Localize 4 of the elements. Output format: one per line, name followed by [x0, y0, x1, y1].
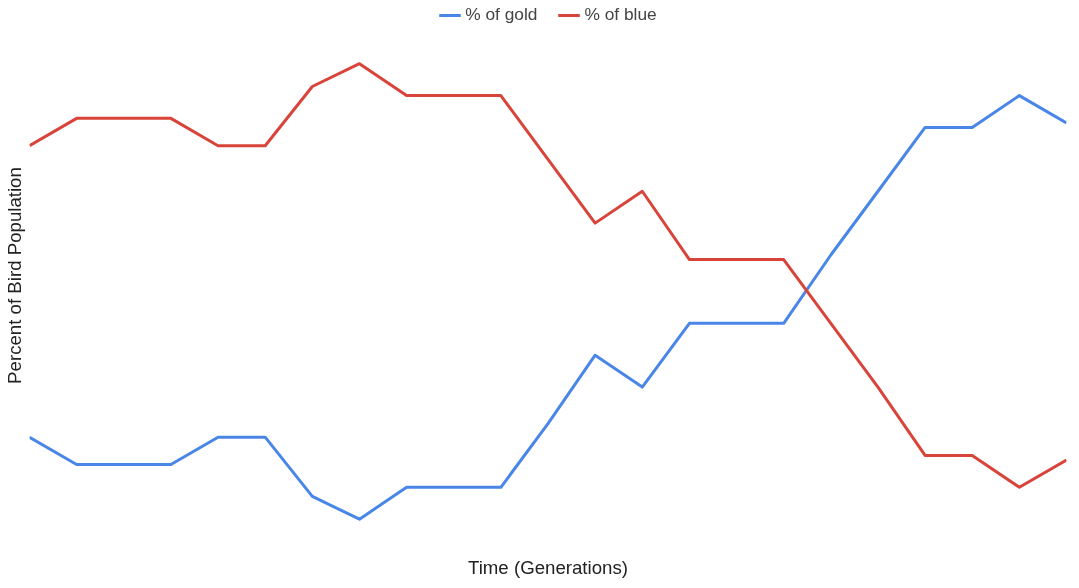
y-axis-title: Percent of Bird Population	[3, 167, 25, 384]
x-axis-title: Time (Generations)	[468, 556, 629, 578]
legend-label: % of blue	[584, 4, 657, 25]
legend-label: % of gold	[465, 4, 538, 25]
